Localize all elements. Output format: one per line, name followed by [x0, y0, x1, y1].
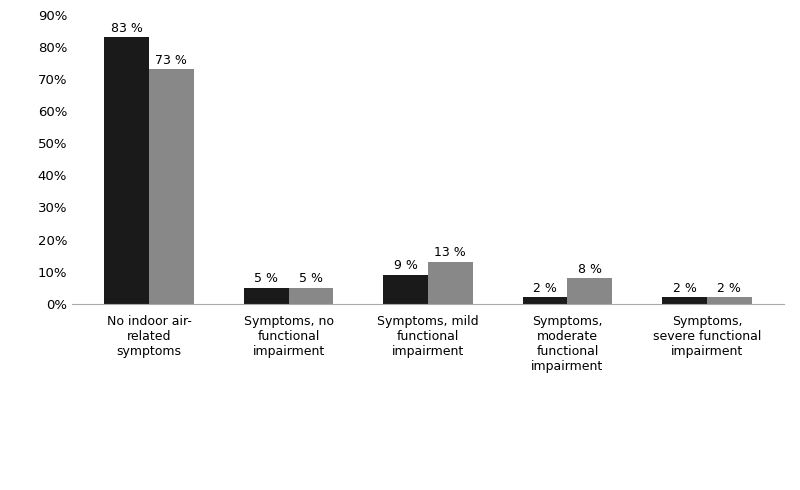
Bar: [104, 37, 149, 304]
Text: 5 %: 5 %: [254, 272, 278, 285]
Text: 2 %: 2 %: [718, 282, 742, 295]
Text: 2 %: 2 %: [673, 282, 697, 295]
Bar: [289, 288, 333, 304]
Bar: [707, 297, 752, 304]
Text: 73 %: 73 %: [155, 54, 187, 67]
Text: 2 %: 2 %: [534, 282, 557, 295]
Bar: [244, 288, 289, 304]
Bar: [662, 297, 707, 304]
Bar: [523, 297, 567, 304]
Bar: [383, 275, 428, 304]
Bar: [149, 69, 194, 304]
Text: 9 %: 9 %: [394, 259, 418, 272]
Text: 5 %: 5 %: [299, 272, 323, 285]
Bar: [567, 278, 612, 304]
Bar: [428, 262, 473, 304]
Text: 8 %: 8 %: [578, 263, 602, 275]
Text: 13 %: 13 %: [434, 246, 466, 260]
Text: 83 %: 83 %: [110, 22, 142, 35]
